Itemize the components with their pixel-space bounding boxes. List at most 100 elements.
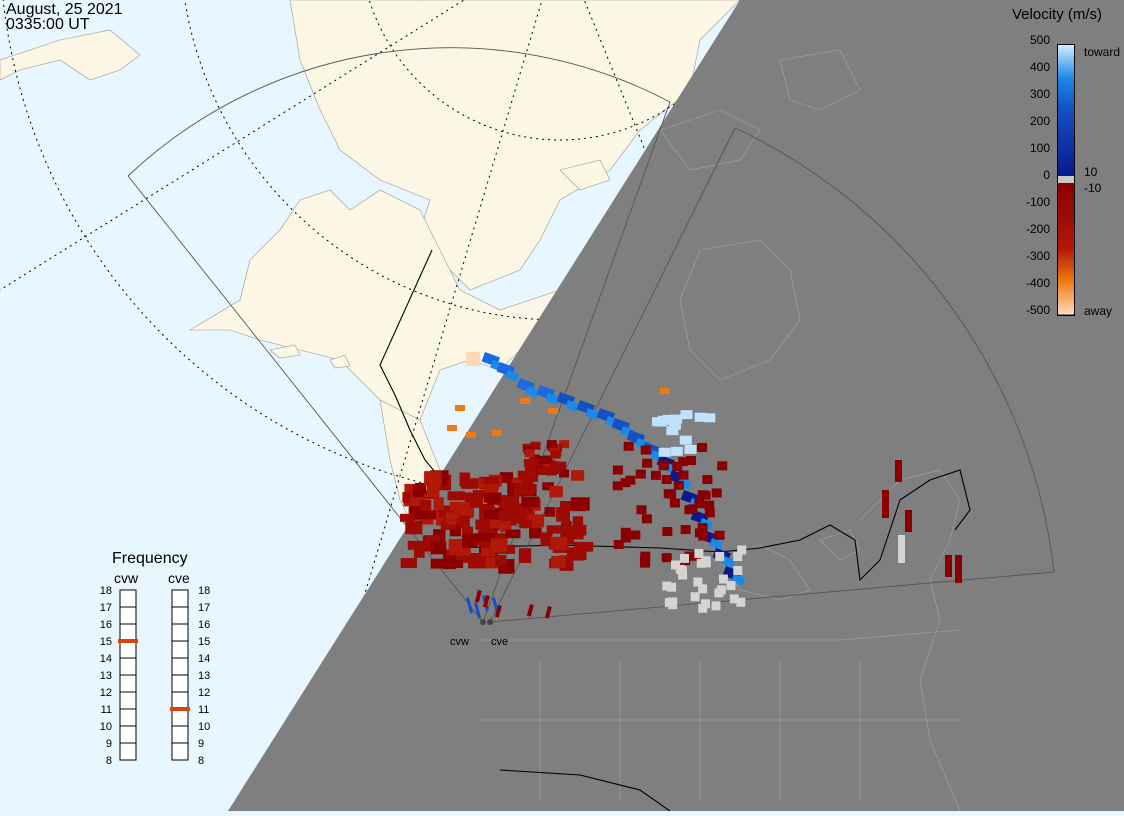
velocity-toward-label: toward: [1084, 45, 1121, 59]
velocity-cell: [482, 557, 502, 569]
velocity-cell: [572, 516, 584, 528]
velocity-cell: [668, 600, 678, 610]
velocity-cell: [585, 408, 600, 420]
colorbar-frame: [1057, 44, 1075, 316]
velocity-cell: [733, 565, 743, 575]
velocity-cell: [673, 480, 684, 490]
velocity-cell: [671, 560, 681, 570]
velocity-cell: [737, 545, 747, 555]
velocity-cell: [718, 574, 728, 584]
velocity-cell: [662, 581, 672, 591]
velocity-cell: [549, 444, 560, 453]
velocity-cell: [623, 441, 634, 451]
velocity-cell: [412, 484, 424, 498]
frequency-marker-cvw: [118, 639, 138, 643]
velocity-cell: [540, 532, 553, 547]
velocity-cell: [694, 412, 707, 422]
velocity-cell: [612, 481, 623, 491]
velocity-cell: [895, 460, 902, 482]
velocity-cell: [701, 599, 711, 609]
frequency-tick-left: 14: [100, 653, 112, 665]
velocity-cell: [658, 447, 671, 457]
frequency-tick-right: 10: [198, 721, 210, 733]
velocity-cell: [694, 549, 704, 559]
velocity-cell: [630, 530, 641, 540]
velocity-cell: [544, 507, 556, 517]
political-borders: [379, 249, 971, 812]
velocity-away-label: away: [1084, 304, 1113, 318]
velocity-cell: [543, 462, 554, 471]
velocity-cell: [418, 510, 437, 520]
velocity-cell: [468, 553, 486, 569]
velocity-cell: [430, 558, 446, 569]
velocity-legend: Velocity (m/s) 500: [1000, 0, 1124, 330]
velocity-cell: [462, 526, 474, 539]
velocity-cell: [661, 553, 672, 563]
velocity-cell: [714, 588, 724, 598]
velocity-tick-neg500: -500: [1025, 303, 1050, 317]
velocity-cell: [521, 496, 540, 508]
land-north-coast: [0, 29, 141, 81]
velocity-cell: [694, 499, 705, 509]
velocity-cell: [655, 417, 668, 427]
velocity-tick-0: 0: [1043, 168, 1050, 182]
velocity-cell: [669, 498, 680, 508]
velocity-cell: [546, 467, 557, 476]
colorbar-away: [1058, 183, 1074, 314]
velocity-cell: [663, 489, 674, 499]
frequency-radar-cve: cve: [168, 570, 190, 586]
velocity-cell: [545, 393, 560, 405]
velocity-cell: [479, 519, 490, 534]
velocity-cell: [704, 508, 715, 518]
velocity-cell: [466, 352, 480, 366]
velocity-cell: [530, 441, 541, 450]
velocity-cell: [455, 405, 465, 411]
velocity-colorbar: [1057, 44, 1075, 316]
velocity-tick-neg400: -400: [1025, 276, 1050, 290]
velocity-cell: [549, 486, 563, 498]
velocity-cell: [542, 455, 553, 464]
velocity-cell: [736, 597, 746, 607]
velocity-cell: [520, 398, 530, 404]
velocity-cell: [517, 470, 528, 481]
velocity-cell: [559, 469, 570, 478]
time-label: 0335:00 UT: [6, 16, 90, 33]
frequency-tick-left: 12: [100, 687, 112, 699]
velocity-cell: [679, 435, 692, 445]
velocity-cell: [698, 584, 708, 594]
velocity-cell: [620, 533, 631, 543]
frequency-tick-right: 15: [198, 636, 210, 648]
radar-label-cve: cve: [491, 636, 509, 648]
velocity-cell: [528, 458, 539, 467]
velocity-cell: [694, 528, 705, 538]
velocity-cell: [726, 581, 736, 591]
velocity-cell: [484, 509, 499, 519]
velocity-cell: [700, 490, 711, 500]
velocity-cell: [573, 541, 594, 552]
velocity-cell: [620, 527, 631, 537]
frequency-tick-left: 11: [101, 704, 112, 716]
velocity-cell: [514, 505, 533, 515]
frequency-tick-left: 17: [100, 602, 112, 614]
velocity-cell: [529, 527, 542, 539]
outline-arctic-islands: [659, 49, 861, 171]
outline-hudson-bay: [679, 239, 801, 381]
velocity-cell: [402, 492, 414, 503]
night-terminator: [228, 0, 1124, 811]
velocity-cell: [454, 551, 471, 563]
velocity-cell: [499, 472, 514, 484]
velocity-cell: [955, 555, 962, 583]
velocity-scatter: [400, 352, 962, 619]
frequency-tick-right: 12: [198, 687, 210, 699]
velocity-cell: [679, 553, 689, 563]
velocity-cell: [518, 548, 532, 563]
velocity-cell: [443, 555, 456, 570]
velocity-cell: [574, 550, 587, 560]
velocity-cell: [433, 497, 444, 511]
velocity-legend-title: Velocity (m/s): [1012, 6, 1103, 23]
velocity-cell: [640, 558, 651, 568]
velocity-cell: [459, 515, 470, 529]
velocity-cell: [729, 594, 739, 604]
velocity-cell: [898, 535, 905, 563]
frequency-title: Frequency: [112, 550, 188, 567]
